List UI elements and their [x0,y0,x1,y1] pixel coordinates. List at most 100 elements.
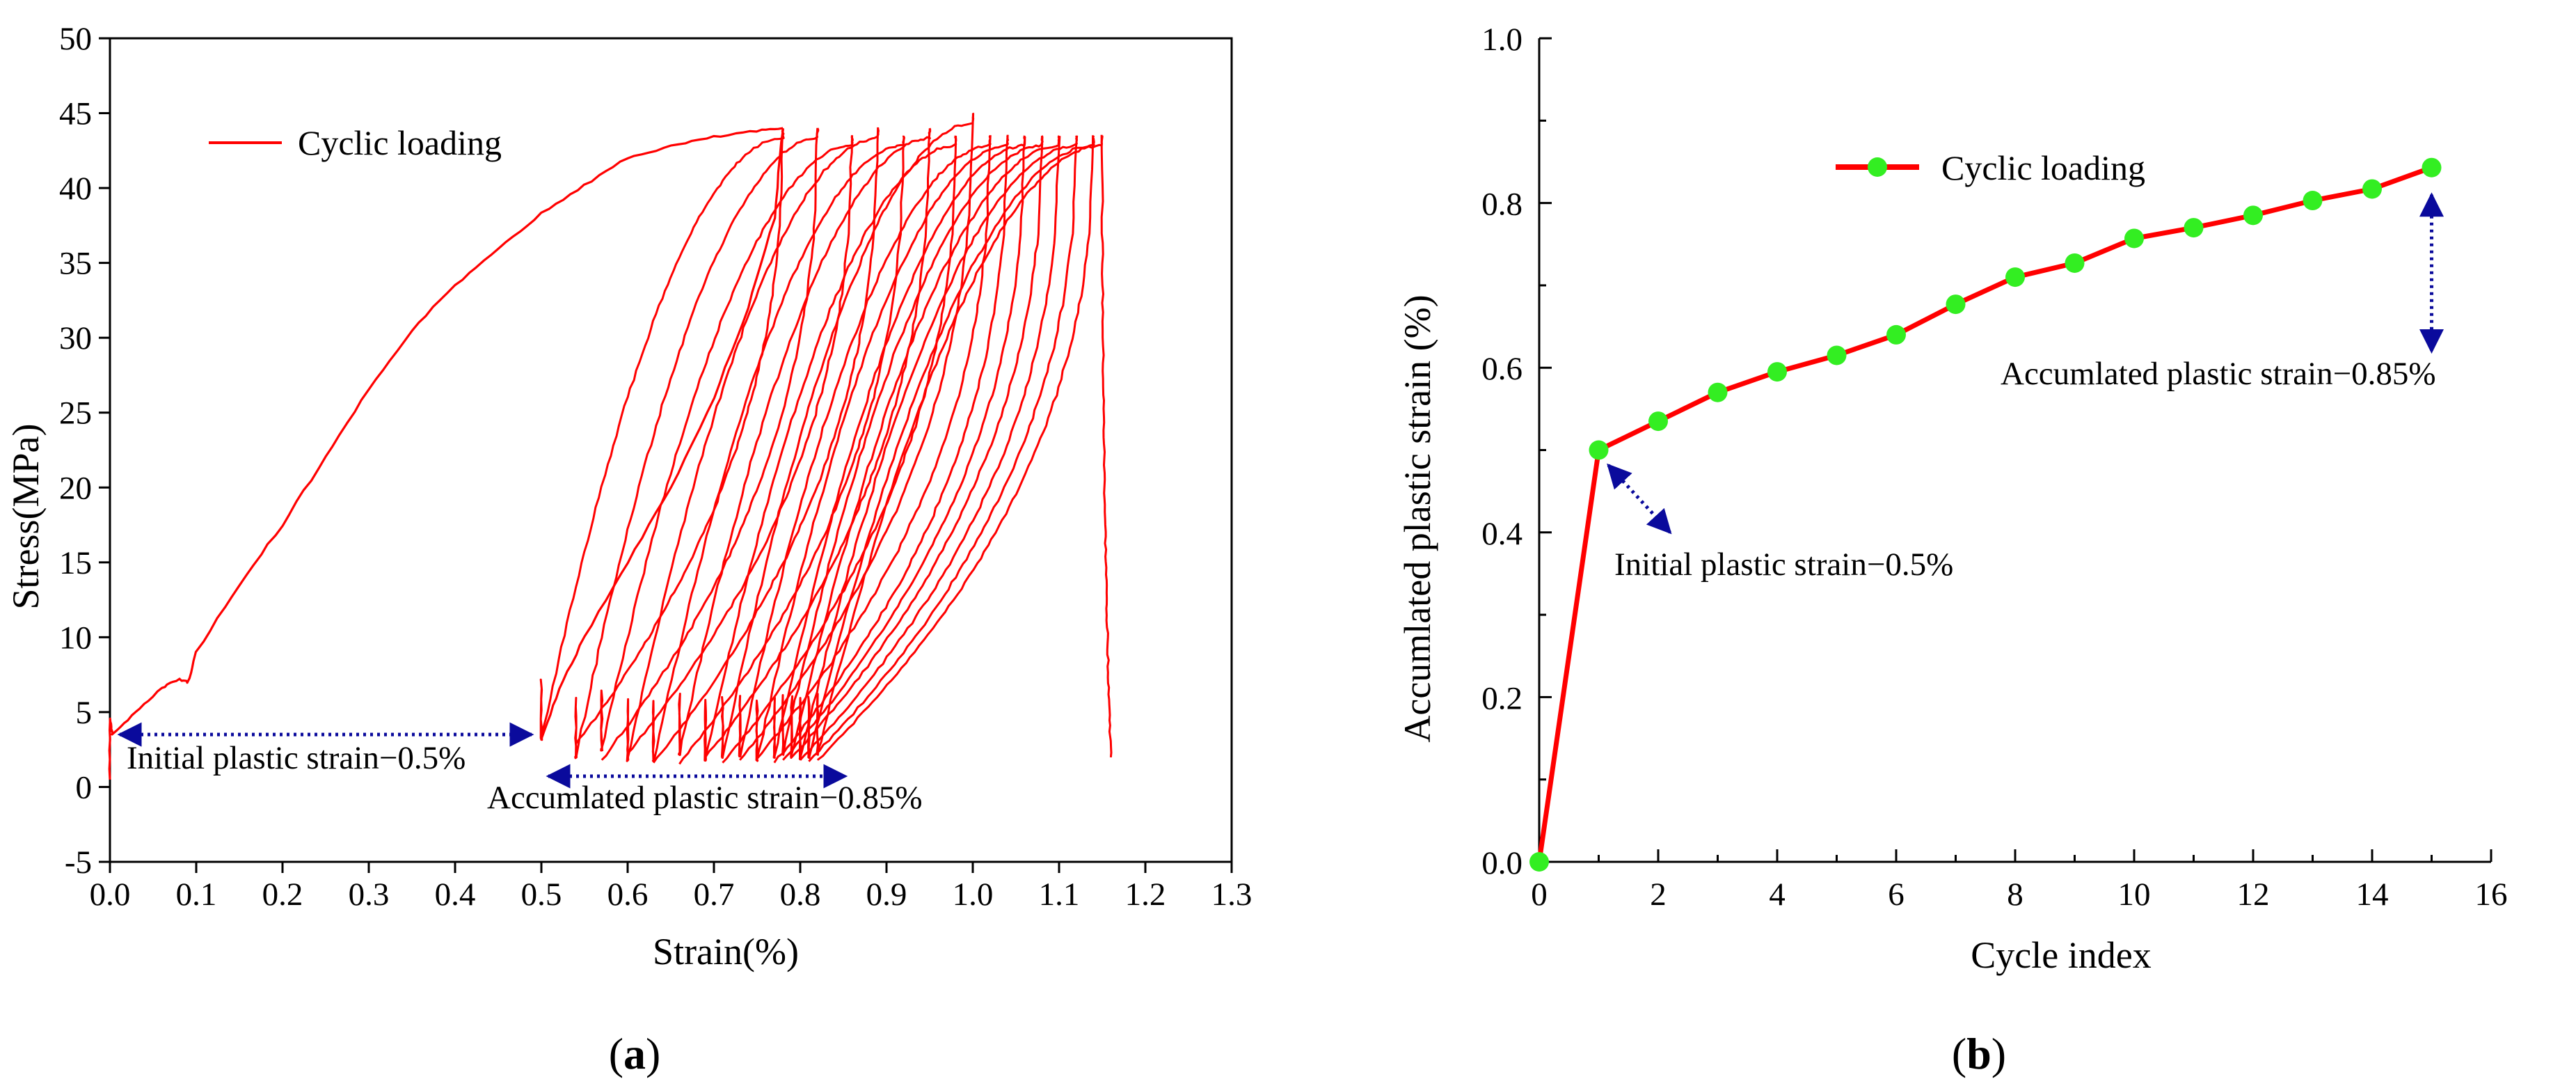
chart-b-data-point [2303,191,2323,211]
chart-a-ytick-label: 5 [76,695,93,731]
chart-a-cycle-loading-curve [772,135,1026,759]
chart-a-ytick-label: 45 [59,96,92,132]
chart-a-cycle-loading-curve [816,135,1104,756]
chart-b-data-point [1708,382,1728,402]
chart-a-cycle-loading-curve [798,135,1078,761]
chart-a-xtick-label: 0.1 [176,876,217,913]
chart-a-xtick-label: 0.8 [780,876,821,913]
chart-b-xtick-label: 2 [1650,876,1667,913]
chart-a-cycle-loading-curve [626,127,880,762]
chart-a-xtick-label: 0.4 [435,876,476,913]
chart-b-xtick-label: 10 [2118,876,2151,913]
chart-a-cycle-loading-curve [720,112,975,759]
chart-a-cycle-loading-curve [807,135,1095,760]
chart-b-data-point [2362,179,2382,199]
chart-a-ytick-label: 25 [59,395,92,432]
chart-a-legend: Cyclic loading [209,123,502,162]
chart-b-ytick-label: 0.6 [1481,351,1522,387]
chart-b-ytick-label: 0.8 [1481,187,1522,223]
chart-a-cycle-loading-curve [781,135,1044,756]
chart-b-ylabel: Accumlated plastic strain (%) [1397,294,1438,742]
chart-b-annotations: Initial plastic strain−0.5% Accumlated pl… [1607,192,2444,583]
chart-b-ytick-label: 0.0 [1481,845,1522,881]
chart-a-ytick-label: 15 [59,545,92,581]
chart-a-cycle-unloading-curve [808,135,1079,762]
chart-b-data-point [2184,218,2204,238]
chart-a-ytick-label: 50 [59,21,92,57]
chart-a-ytick-label: 10 [59,620,92,656]
chart-b-data-point [1946,294,1966,315]
chart-a-annotations: Initial plastic strain−0.5% Accumlated pl… [117,722,923,816]
chart-b-xtick-label: 0 [1531,876,1548,913]
chart-a-ytick-label: -5 [65,844,92,881]
chart-b-legend-marker [1868,157,1887,177]
chart-a-cycle-loading-curve [574,127,820,760]
chart-b-ytick-label: 1.0 [1481,22,1522,58]
chart-a-cycle-unloading-curve [678,136,905,765]
chart-a-ytick-label: 40 [59,171,92,207]
chart-b-xtick-label: 12 [2237,876,2270,913]
chart-a-data [108,112,1113,780]
chart-b-ytick-label: 0.4 [1481,516,1522,552]
chart-b-axes: 0 2 4 6 8 10 12 14 16 0.0 0.2 0.4 0.6 0.8 1.0 [1481,22,2507,913]
chart-b-xtick-label: 16 [2475,876,2508,913]
chart-a-cycle-unloading-curve [1100,134,1113,758]
chart-b-xtick-label: 4 [1769,876,1786,913]
chart-a-first-unloading-curve [540,129,785,740]
chart-a-initial-strain-label: Initial plastic strain−0.5% [127,740,466,776]
chart-a-cycle-unloading-curve [782,136,1026,761]
chart-a-xtick-label: 1.0 [953,876,994,913]
chart-b-initial-strain-arrow [1607,463,1672,535]
chart-a-xtick-label: 1.3 [1211,876,1253,913]
chart-b-xtick-label: 6 [1888,876,1905,913]
chart-b-xlabel: Cycle index [1971,934,2151,976]
chart-a-xtick-label: 0.0 [90,876,131,913]
chart-a-ytick-label: 0 [76,769,93,805]
chart-a-xtick-label: 0.2 [262,876,303,913]
chart-b-data [1529,157,2442,872]
chart-b-xtick-label: 8 [2007,876,2024,913]
chart-a-ylabel: Stress(MPa) [5,424,47,610]
chart-a-xtick-label: 1.2 [1125,876,1166,913]
chart-b-data-point [2124,228,2144,249]
chart-a-axes: 0.0 0.1 0.2 0.3 0.4 0.5 0.6 0.7 0.8 0.9 1.0 1.1 1.2 1… [59,21,1252,913]
chart-a-cycle-loading-curve [703,135,957,762]
chart-a: 0.0 0.1 0.2 0.3 0.4 0.5 0.6 0.7 0.8 0.9 1.0 1.1 1.2 1… [5,21,1252,1078]
chart-b-data-point [2065,253,2085,273]
chart-b-legend-label: Cyclic loading [1941,148,2145,187]
chart-b-data-point [1827,345,1847,365]
chart-a-xtick-label: 0.9 [866,876,907,913]
chart-a-cycle-unloading-curve [799,136,1061,761]
chart-b-data-point [1886,324,1906,345]
chart-b-data-point [2422,157,2442,178]
chart-a-ytick-label: 20 [59,470,92,506]
chart-a-cycle-unloading-curve [722,136,957,764]
chart-a-xlabel: Strain(%) [653,931,799,973]
chart-a-xtick-label: 0.5 [521,876,562,913]
chart-b-xtick-label: 14 [2356,876,2389,913]
chart-a-cycle-loading-curve [651,135,905,763]
chart-a-cycle-loading-curve [678,127,932,756]
chart-b-data-point [2243,205,2263,226]
chart-a-cycle-unloading-curve [816,135,1095,761]
chart-b-data-point [2005,267,2025,288]
chart-a-ytick-label: 30 [59,320,92,356]
chart-a-xtick-label: 0.3 [349,876,390,913]
chart-b-ytick-label: 0.2 [1481,680,1522,716]
chart-b-series-line [1536,165,2433,863]
chart-a-frame [109,37,1233,863]
chart-a-cycle-loading-curve [790,135,1060,760]
chart-a-cycle-loading-curve [738,135,992,758]
chart-a-cycle-loading-curve [755,135,1010,762]
caption-b: (b) [1952,1029,2006,1078]
chart-a-cycle-unloading-curve [739,113,974,761]
chart-a-xtick-label: 0.6 [607,876,649,913]
chart-a-xtick-label: 0.7 [694,876,735,913]
chart-b-accumulated-strain-label: Accumlated plastic strain−0.85% [2001,356,2436,392]
chart-a-cycle-unloading-curve [652,127,880,764]
chart-a-cycle-unloading-curve [756,135,992,760]
chart-a-cycle-loading-curve [600,135,854,752]
chart-b-data-point [1648,411,1668,432]
chart-b-data-point [1529,852,1549,872]
